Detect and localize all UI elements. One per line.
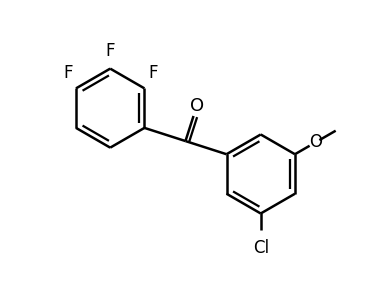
Text: Cl: Cl	[253, 239, 269, 257]
Text: F: F	[63, 64, 73, 82]
Text: F: F	[105, 42, 115, 60]
Text: F: F	[148, 64, 157, 82]
Text: O: O	[190, 97, 204, 115]
Text: O: O	[309, 133, 322, 151]
